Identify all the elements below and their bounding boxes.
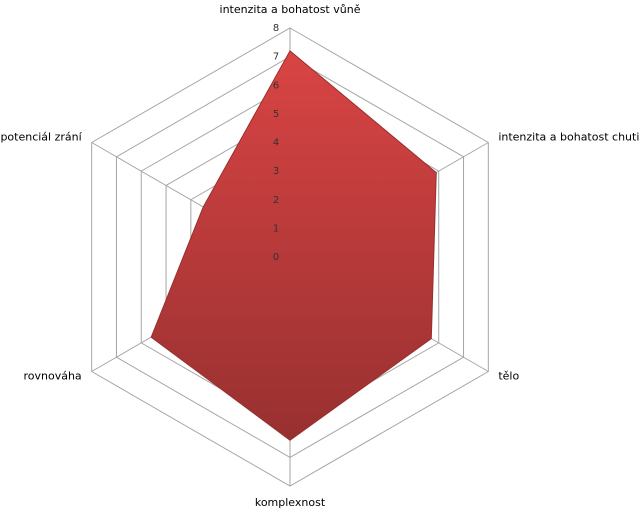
r-tick-label: 5 <box>273 109 279 120</box>
r-tick-label: 7 <box>273 52 279 63</box>
category-label: tělo <box>498 370 519 383</box>
radar-area <box>150 50 437 441</box>
r-tick-label: 0 <box>273 252 279 263</box>
category-label: komplexnost <box>255 496 326 509</box>
r-tick-label: 6 <box>273 80 279 91</box>
category-label: potenciál zrání <box>0 131 82 144</box>
category-label: intenzita a bohatost vůně <box>220 3 361 16</box>
r-tick-label: 1 <box>273 223 279 234</box>
r-tick-label: 3 <box>273 166 279 177</box>
category-label: rovnováha <box>23 370 81 383</box>
r-tick-label: 8 <box>273 23 279 34</box>
category-label: intenzita a bohatost chuti <box>498 131 639 144</box>
r-tick-label: 4 <box>273 138 279 149</box>
r-tick-label: 2 <box>273 195 279 206</box>
